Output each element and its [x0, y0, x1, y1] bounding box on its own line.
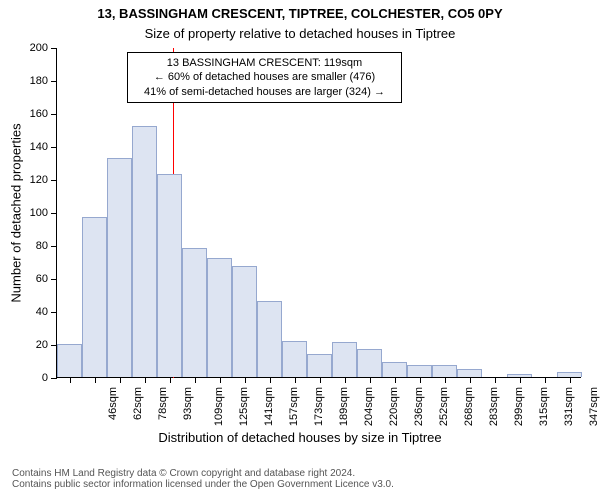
ytick-label: 180 — [30, 75, 48, 87]
histogram-bar — [407, 365, 432, 377]
histogram-bar — [107, 158, 132, 377]
xtick-mark — [295, 377, 296, 383]
xtick-label: 268sqm — [463, 387, 475, 426]
ytick-mark — [51, 180, 57, 181]
xtick-label: 220sqm — [388, 387, 400, 426]
ytick-mark — [51, 312, 57, 313]
histogram-bar — [457, 369, 482, 377]
xtick-label: 93sqm — [182, 387, 194, 420]
xtick-label: 236sqm — [413, 387, 425, 426]
xtick-mark — [270, 377, 271, 383]
chart-container: 13, BASSINGHAM CRESCENT, TIPTREE, COLCHE… — [0, 0, 600, 500]
xtick-label: 125sqm — [238, 387, 250, 426]
histogram-bar — [257, 301, 282, 377]
xtick-label: 204sqm — [363, 387, 375, 426]
xtick-label: 283sqm — [488, 387, 500, 426]
histogram-bar — [132, 126, 157, 377]
histogram-bar — [57, 344, 82, 377]
histogram-bar — [307, 354, 332, 377]
histogram-bar — [332, 342, 357, 377]
ytick-label: 60 — [36, 273, 48, 285]
ytick-mark — [51, 246, 57, 247]
histogram-bar — [207, 258, 232, 377]
ytick-mark — [51, 48, 57, 49]
ytick-mark — [51, 378, 57, 379]
ytick-label: 160 — [30, 108, 48, 120]
histogram-bar — [282, 341, 307, 377]
xtick-mark — [145, 377, 146, 383]
footer-line-2: Contains public sector information licen… — [0, 479, 600, 490]
xtick-mark — [395, 377, 396, 383]
xtick-label: 141sqm — [263, 387, 275, 426]
annotation-box: 13 BASSINGHAM CRESCENT: 119sqm← 60% of d… — [127, 52, 402, 103]
xtick-mark — [120, 377, 121, 383]
xtick-mark — [495, 377, 496, 383]
xtick-mark — [70, 377, 71, 383]
histogram-bar — [232, 266, 257, 377]
chart-title-address: 13, BASSINGHAM CRESCENT, TIPTREE, COLCHE… — [0, 6, 600, 21]
histogram-bar — [432, 365, 457, 377]
ytick-mark — [51, 213, 57, 214]
xtick-label: 157sqm — [288, 387, 300, 426]
xtick-mark — [570, 377, 571, 383]
xtick-mark — [320, 377, 321, 383]
xtick-label: 315sqm — [538, 387, 550, 426]
xtick-label: 173sqm — [313, 387, 325, 426]
annotation-line: 13 BASSINGHAM CRESCENT: 119sqm — [134, 56, 395, 70]
xtick-label: 62sqm — [132, 387, 144, 420]
chart-title-subtitle: Size of property relative to detached ho… — [0, 26, 600, 41]
annotation-line: ← 60% of detached houses are smaller (47… — [134, 70, 395, 84]
footer-line-1: Contains HM Land Registry data © Crown c… — [0, 468, 600, 479]
ytick-label: 0 — [42, 372, 48, 384]
x-axis-label: Distribution of detached houses by size … — [0, 430, 600, 445]
xtick-mark — [520, 377, 521, 383]
histogram-bar — [507, 374, 532, 377]
y-axis-label: Number of detached properties — [9, 123, 24, 302]
xtick-label: 46sqm — [107, 387, 119, 420]
ytick-label: 80 — [36, 240, 48, 252]
xtick-mark — [470, 377, 471, 383]
ytick-mark — [51, 81, 57, 82]
ytick-label: 140 — [30, 141, 48, 153]
ytick-mark — [51, 147, 57, 148]
ytick-mark — [51, 279, 57, 280]
xtick-mark — [195, 377, 196, 383]
xtick-mark — [345, 377, 346, 383]
ytick-label: 200 — [30, 42, 48, 54]
ytick-label: 40 — [36, 306, 48, 318]
xtick-mark — [545, 377, 546, 383]
xtick-label: 78sqm — [157, 387, 169, 420]
footer-attribution: Contains HM Land Registry data © Crown c… — [0, 468, 600, 490]
xtick-mark — [245, 377, 246, 383]
histogram-bar — [382, 362, 407, 377]
ytick-mark — [51, 114, 57, 115]
ytick-label: 100 — [30, 207, 48, 219]
xtick-label: 252sqm — [438, 387, 450, 426]
histogram-bar — [557, 372, 582, 377]
xtick-label: 299sqm — [513, 387, 525, 426]
xtick-mark — [170, 377, 171, 383]
xtick-label: 347sqm — [588, 387, 600, 426]
xtick-label: 331sqm — [563, 387, 575, 426]
histogram-bar — [357, 349, 382, 377]
xtick-mark — [420, 377, 421, 383]
xtick-mark — [220, 377, 221, 383]
histogram-bar — [82, 217, 107, 377]
plot-area: 13 BASSINGHAM CRESCENT: 119sqm← 60% of d… — [56, 48, 581, 378]
histogram-bar — [157, 174, 182, 377]
xtick-label: 109sqm — [213, 387, 225, 426]
xtick-label: 189sqm — [338, 387, 350, 426]
ytick-label: 120 — [30, 174, 48, 186]
xtick-mark — [95, 377, 96, 383]
xtick-mark — [370, 377, 371, 383]
xtick-mark — [445, 377, 446, 383]
ytick-label: 20 — [36, 339, 48, 351]
histogram-bar — [182, 248, 207, 377]
annotation-line: 41% of semi-detached houses are larger (… — [134, 85, 395, 99]
